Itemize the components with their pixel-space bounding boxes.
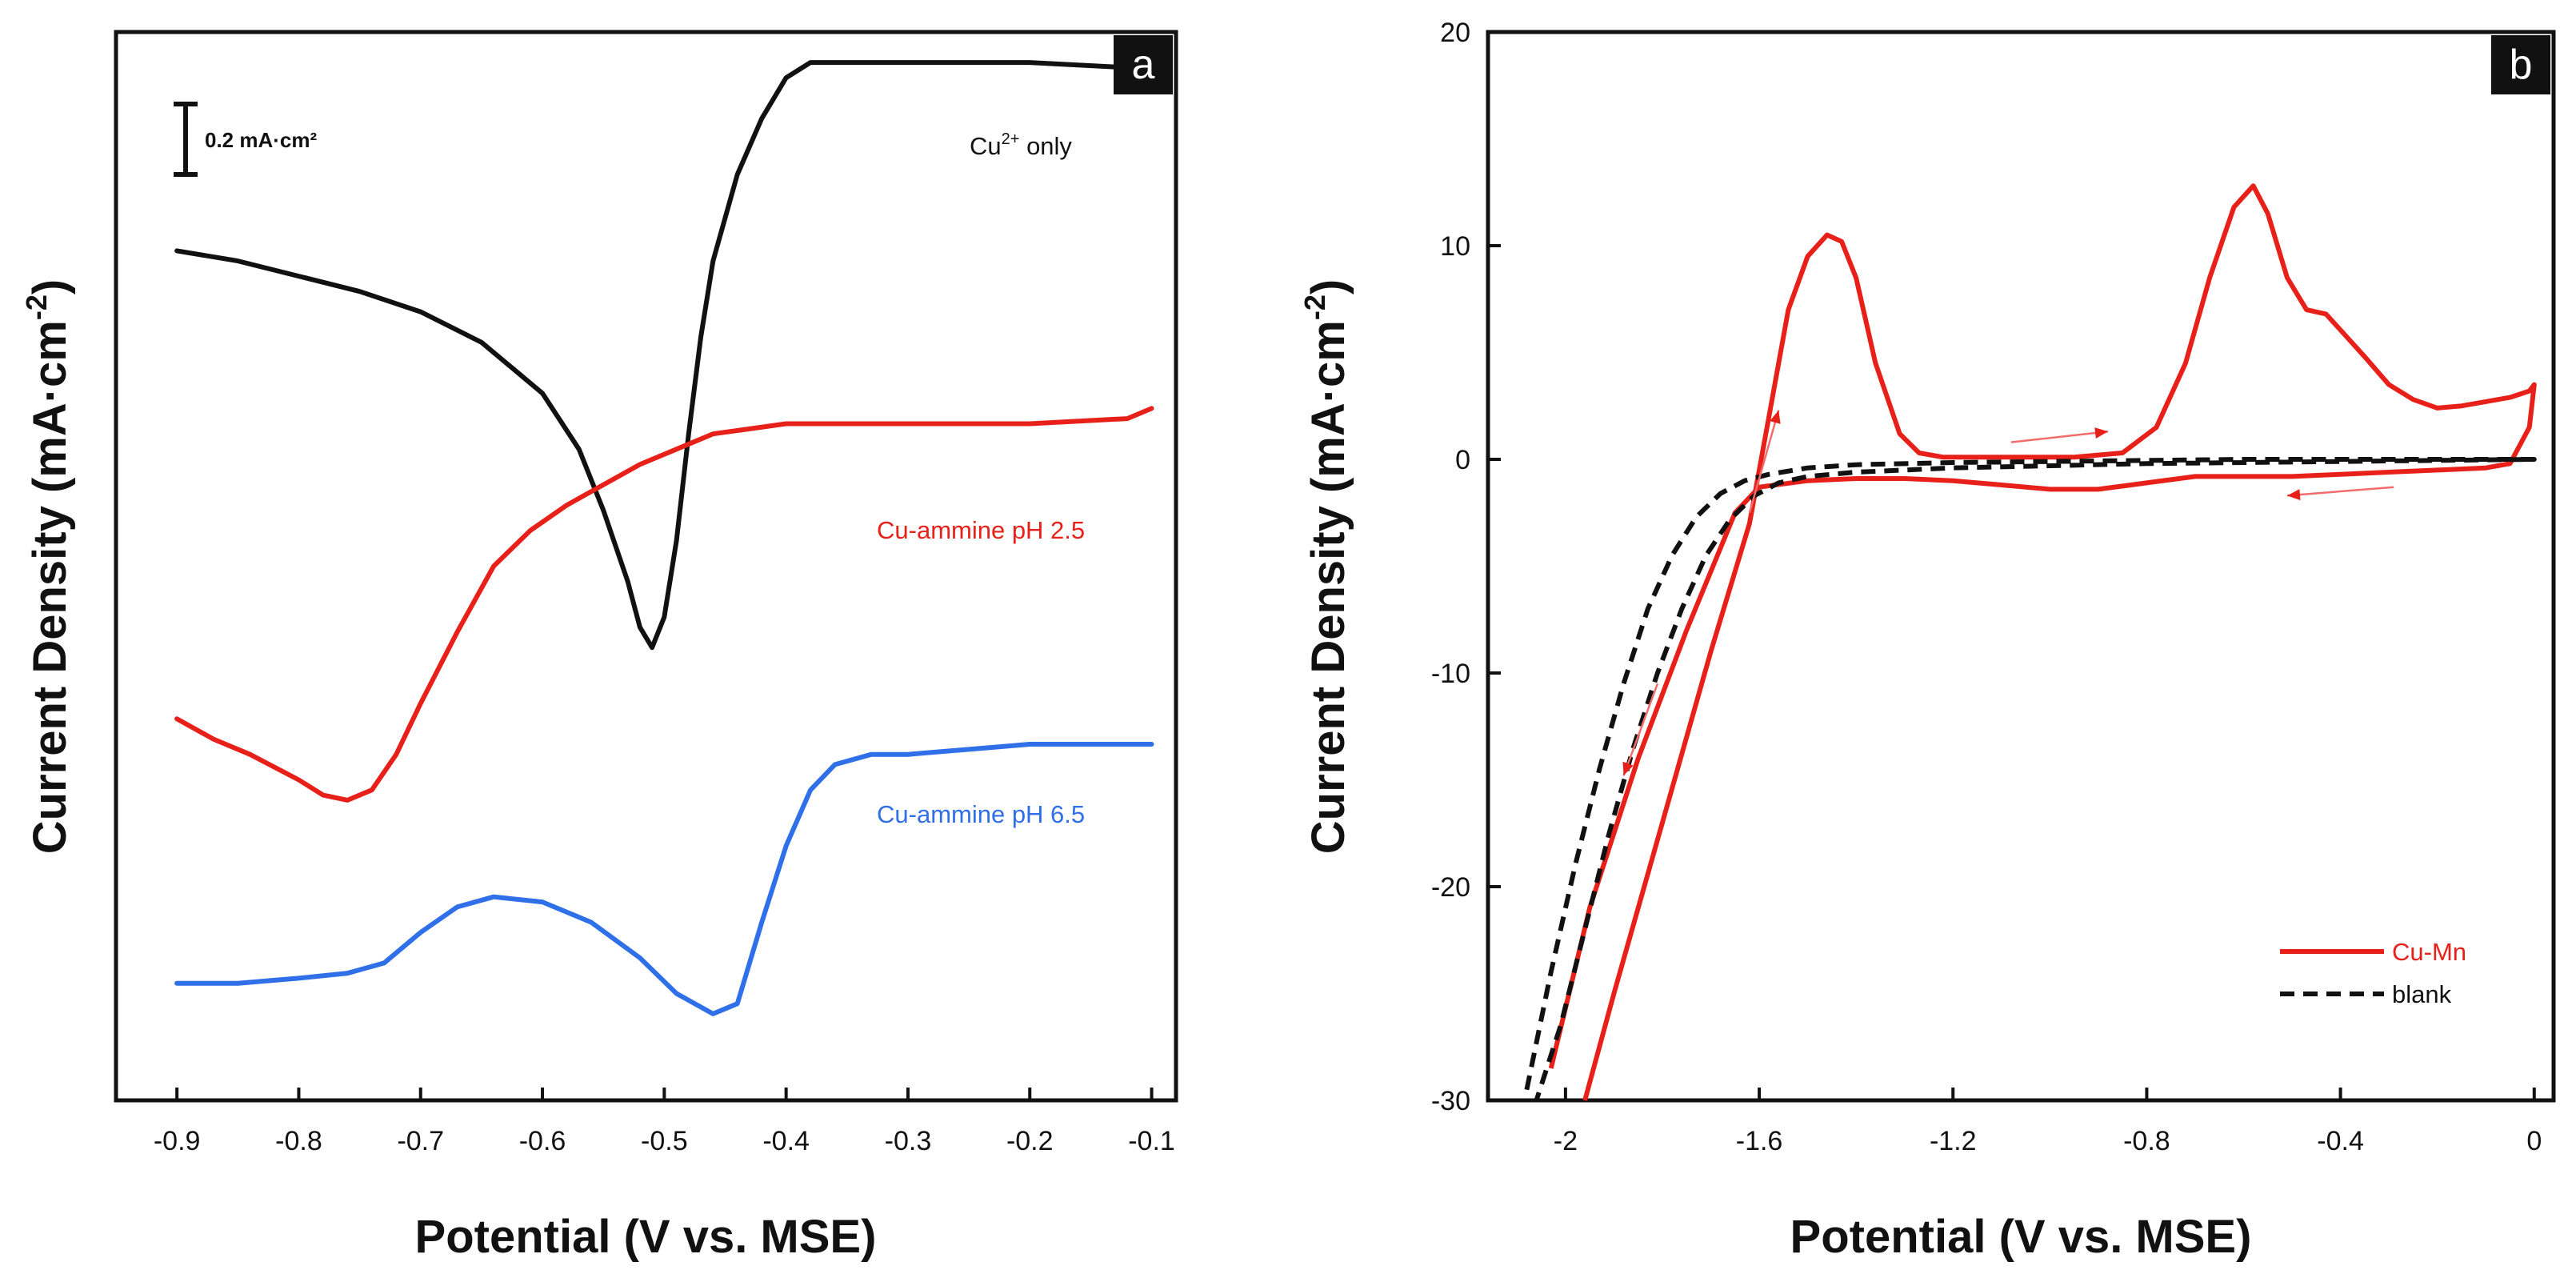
scan-direction-arrow	[1622, 683, 1659, 776]
panel-a-label-ph25: Cu-ammine pH 2.5	[877, 516, 1085, 544]
panel-a-x-tick-label: -0.2	[1006, 1126, 1054, 1156]
panel-b-y-tick-label: -20	[1431, 872, 1470, 903]
panel-a-x-ticks: -0.9 -0.8 -0.7 -0.6 -0.5 -0.4 -0.3 -0.2 -0.1	[154, 1088, 1175, 1156]
panel-b-y-tick-label: 20	[1440, 18, 1470, 48]
panel-a-letter-box	[1114, 35, 1173, 94]
panel-a: -0.9 -0.8 -0.7 -0.6 -0.5 -0.4 -0.3 -0.2 -0.1 0.2…	[20, 30, 1178, 1263]
series-line-cu-only	[174, 60, 1154, 651]
panel-b-y-tick-label: 0	[1455, 445, 1470, 475]
panel-b-legend: Cu-Mn blank	[2280, 938, 2466, 1008]
panel-a-x-tick-label: -0.1	[1128, 1126, 1175, 1156]
panel-a-scale-bar: 0.2 mA·cm²	[174, 102, 317, 177]
panel-a-scale-bar-label: 0.2 mA·cm²	[205, 128, 317, 152]
scan-direction-arrow	[2010, 427, 2109, 443]
panel-b-y-axis-title: Current Density (mA·cm-2)	[1298, 279, 1354, 854]
series-line-cu-ammine-ph-2-5	[174, 406, 1154, 803]
panel-b-curves	[1524, 183, 2537, 1101]
panel-a-plot-frame	[114, 30, 1178, 1103]
panel-b-plot-frame	[1486, 30, 2556, 1103]
panel-b-arrows	[1622, 410, 2394, 776]
panel-b-letter: b	[2510, 42, 2533, 88]
panel-a-x-tick-label: -0.5	[641, 1126, 688, 1156]
series-line-cu-mn	[1548, 183, 2537, 1101]
panel-a-x-axis-title: Potential (V vs. MSE)	[415, 1211, 877, 1263]
panel-a-x-tick-label: -0.6	[519, 1126, 566, 1156]
scan-direction-arrow	[1748, 410, 1781, 514]
panel-b-x-tick-label: -0.8	[2123, 1126, 2170, 1156]
panel-b-x-tick-label: -1.2	[1930, 1126, 1977, 1156]
panel-b-x-tick-label: -2	[1554, 1126, 1578, 1156]
panel-b-x-tick-label: -0.4	[2317, 1126, 2364, 1156]
panel-a-x-tick-label: -0.7	[397, 1126, 444, 1156]
panel-b-letter-box	[2491, 35, 2550, 94]
series-line-blank	[1524, 457, 2537, 1101]
panel-a-label-cu-only: Cu2+ only	[970, 130, 1072, 160]
scan-direction-arrow	[2286, 486, 2394, 501]
panel-a-x-tick-label: -0.3	[885, 1126, 932, 1156]
panel-b-y-tick-label: 10	[1440, 231, 1470, 262]
panel-a-curves	[174, 60, 1154, 1016]
panel-b-x-axis-title: Potential (V vs. MSE)	[1790, 1211, 2252, 1263]
panel-b: -2 -1.6 -1.2 -0.8 -0.4 0 -30 -20 -10 0 10 20 Cu-Mn …	[1298, 18, 2556, 1263]
panel-a-label-ph65: Cu-ammine pH 6.5	[877, 800, 1085, 828]
panel-b-x-tick-label: -1.6	[1736, 1126, 1783, 1156]
panel-b-ticks: -2 -1.6 -1.2 -0.8 -0.4 0 -30 -20 -10 0 10 20	[1431, 18, 2542, 1156]
panel-a-y-axis-title: Current Density (mA·cm-2)	[20, 279, 76, 854]
panel-a-x-tick-label: -0.4	[762, 1126, 810, 1156]
panel-b-y-tick-label: -10	[1431, 659, 1470, 689]
legend-label-cu-mn: Cu-Mn	[2392, 938, 2466, 966]
series-line-cu-ammine-ph-6-5	[174, 742, 1154, 1016]
panel-b-y-tick-label: -30	[1431, 1086, 1470, 1116]
panel-a-x-tick-label: -0.8	[275, 1126, 322, 1156]
panel-b-x-tick-label: 0	[2526, 1126, 2542, 1156]
panel-a-x-tick-label: -0.9	[154, 1126, 201, 1156]
legend-label-blank: blank	[2392, 980, 2452, 1008]
panel-a-letter: a	[1132, 42, 1155, 88]
